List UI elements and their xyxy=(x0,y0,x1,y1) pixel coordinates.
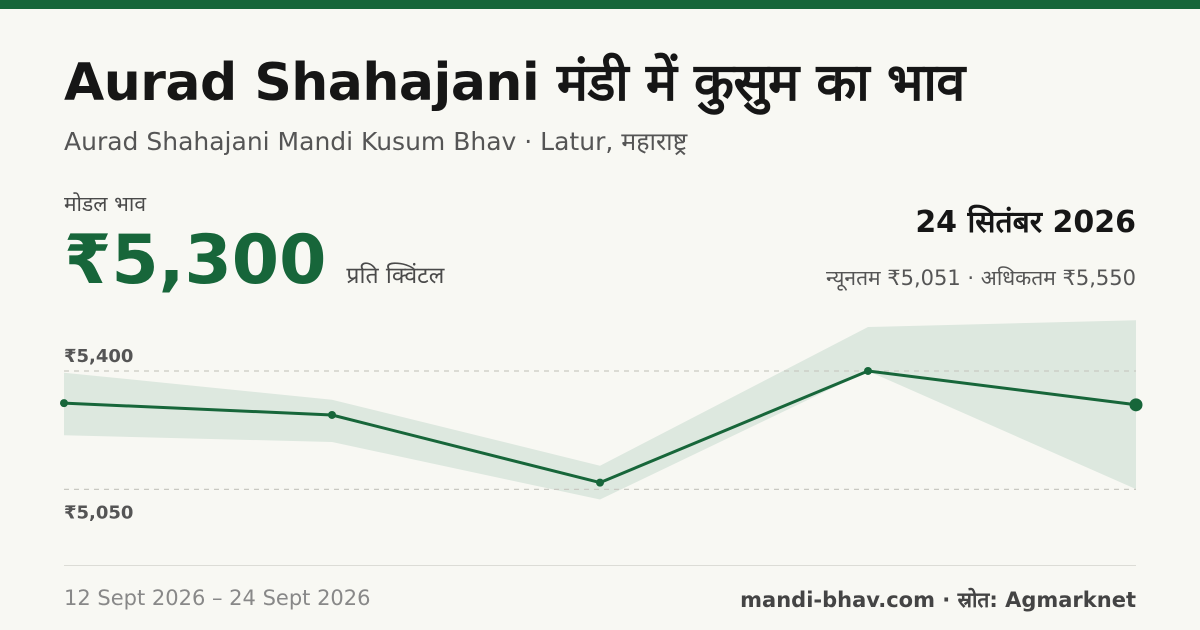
min-max-band xyxy=(64,320,1136,500)
date-range: 12 Sept 2026 – 24 Sept 2026 xyxy=(64,586,371,610)
price-row: ₹5,300 प्रति क्विंटल xyxy=(64,221,445,300)
price-unit: प्रति क्विंटल xyxy=(346,263,445,289)
y-tick-label: ₹5,400 xyxy=(64,346,133,367)
top-accent-bar xyxy=(0,0,1200,9)
latest-price-point xyxy=(1129,398,1143,412)
modal-price-label: मोडल भाव xyxy=(64,192,147,216)
footer-divider xyxy=(64,565,1136,566)
page-subtitle: Aurad Shahajani Mandi Kusum Bhav · Latur… xyxy=(64,127,688,156)
source-credit: mandi-bhav.com · स्रोत: Agmarknet xyxy=(740,588,1136,612)
price-point xyxy=(596,478,604,487)
y-tick-label: ₹5,050 xyxy=(64,502,133,523)
modal-price-value: ₹5,300 xyxy=(64,221,327,300)
price-point xyxy=(864,366,872,375)
min-max-range: न्यूनतम ₹5,051 · अधिकतम ₹5,550 xyxy=(826,266,1136,290)
page-title: Aurad Shahajani मंडी में कुसुम का भाव xyxy=(64,53,965,113)
price-date: 24 सितंबर 2026 xyxy=(915,205,1136,240)
price-point xyxy=(60,399,68,408)
price-point xyxy=(328,410,336,419)
